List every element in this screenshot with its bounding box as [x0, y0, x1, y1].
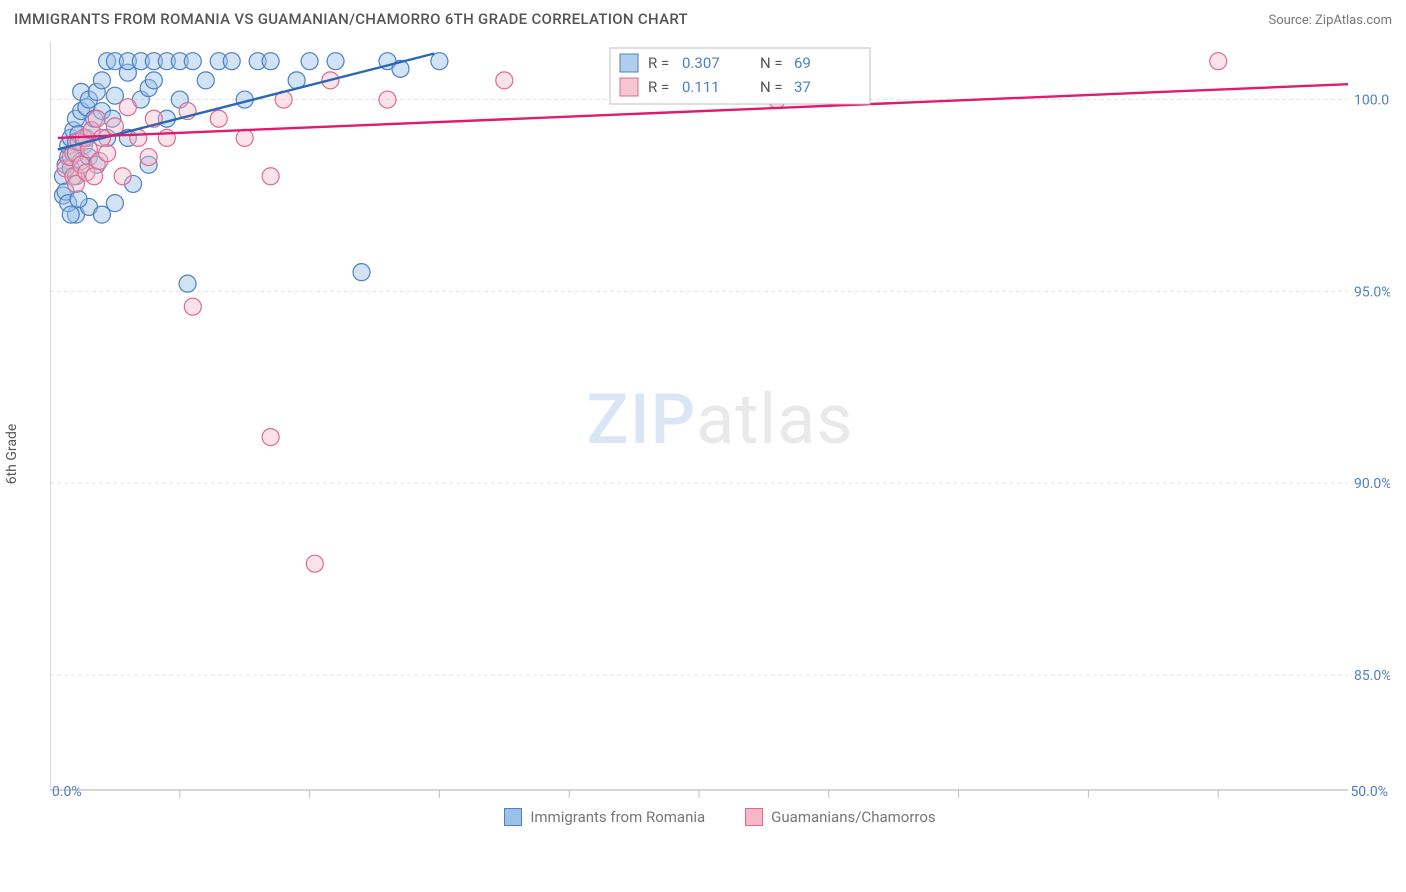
chart-title: IMMIGRANTS FROM ROMANIA VS GUAMANIAN/CHA… — [14, 10, 688, 28]
x-axis-start: 0.0% — [52, 784, 82, 800]
svg-text:69: 69 — [794, 54, 811, 72]
legend-swatch-0 — [504, 808, 522, 826]
svg-text:85.0%: 85.0% — [1354, 668, 1390, 684]
svg-text:90.0%: 90.0% — [1354, 476, 1390, 492]
svg-text:37: 37 — [794, 78, 811, 96]
legend-label-1: Guamanians/Chamorros — [771, 808, 935, 826]
bottom-legend: Immigrants from Romania Guamanians/Chamo… — [50, 808, 1390, 826]
source-link[interactable]: ZipAtlas.com — [1315, 13, 1392, 28]
plot-area: 100.0% 95.0% 90.0% 85.0% R = 0.307 N = 69 R = 0.1… — [50, 42, 1390, 830]
svg-text:95.0%: 95.0% — [1354, 284, 1390, 300]
legend-label-0: Immigrants from Romania — [530, 808, 705, 826]
legend-swatch-1 — [745, 808, 763, 826]
svg-text:R =: R = — [648, 78, 669, 96]
svg-text:0.111: 0.111 — [682, 78, 720, 96]
scatter-svg: 100.0% 95.0% 90.0% 85.0% R = 0.307 N = 69 R = 0.1… — [50, 42, 1390, 830]
svg-text:N =: N = — [760, 54, 783, 72]
x-axis-end: 50.0% — [1350, 784, 1388, 800]
svg-text:N =: N = — [760, 78, 783, 96]
svg-text:100.0%: 100.0% — [1354, 93, 1390, 109]
legend-item-series-1: Guamanians/Chamorros — [745, 808, 935, 826]
x-axis-ends: 0.0% 50.0% — [50, 784, 1390, 800]
legend-item-series-0: Immigrants from Romania — [504, 808, 705, 826]
chart-header: IMMIGRANTS FROM ROMANIA VS GUAMANIAN/CHA… — [0, 0, 1406, 34]
y-axis-label: 6th Grade — [4, 424, 20, 485]
svg-text:0.307: 0.307 — [682, 54, 720, 72]
source-label: Source: ZipAtlas.com — [1268, 13, 1392, 28]
svg-text:R =: R = — [648, 54, 669, 72]
